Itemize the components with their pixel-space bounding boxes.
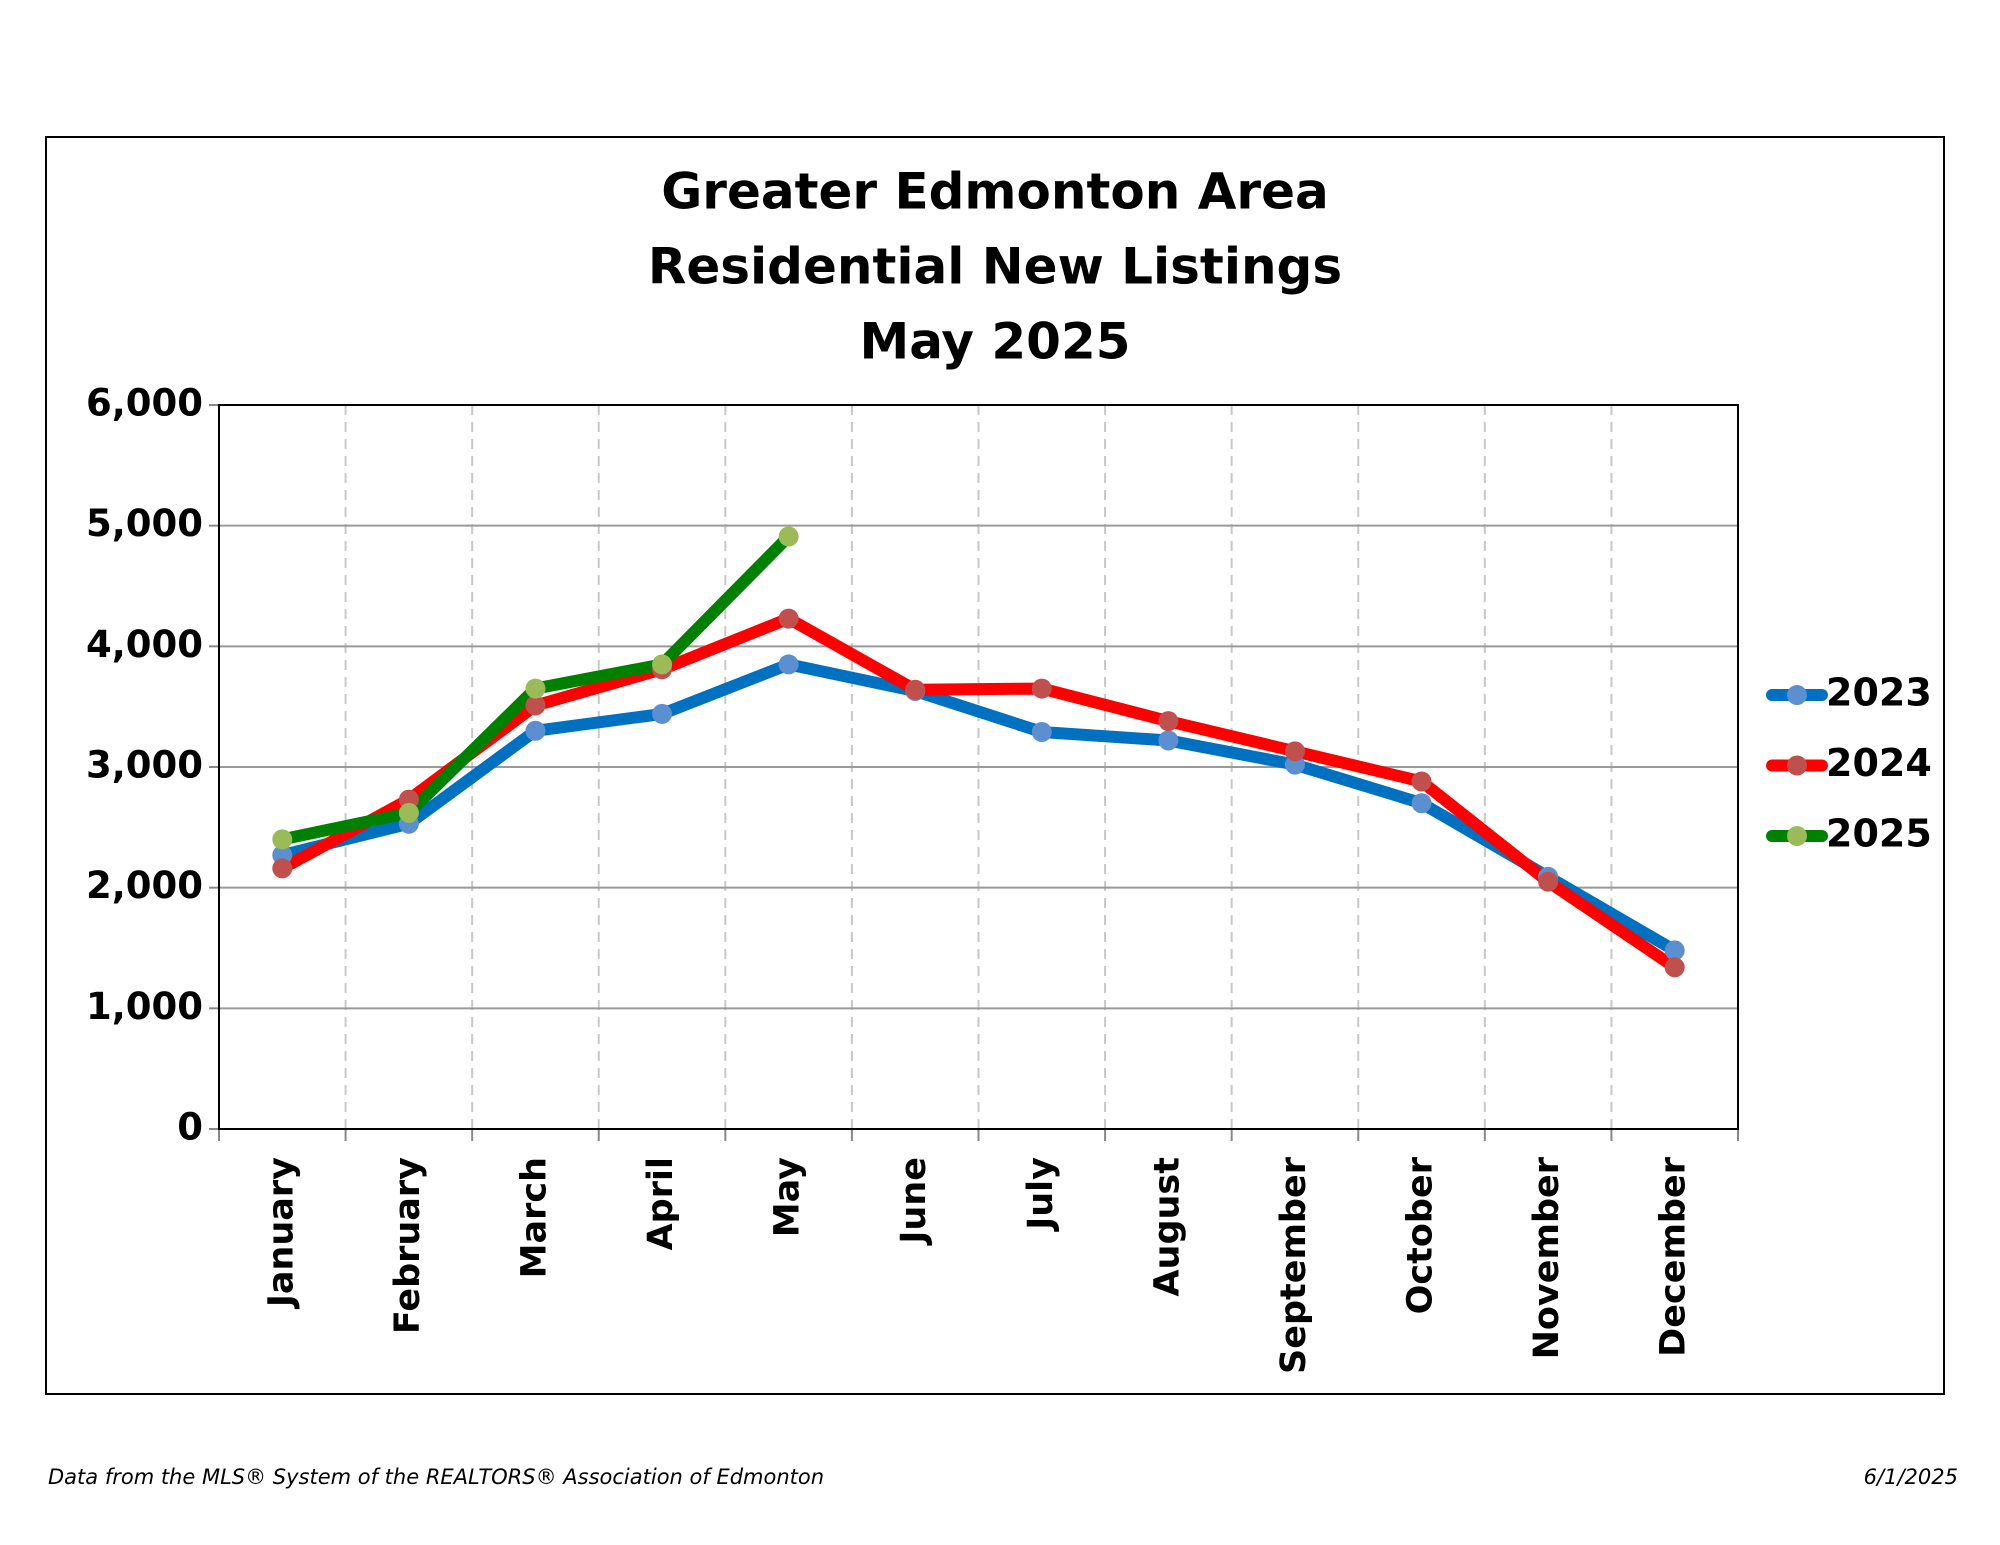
data-point bbox=[1411, 793, 1432, 814]
plot-border bbox=[218, 404, 1739, 1130]
data-point bbox=[525, 678, 546, 699]
y-tick-label: 4,000 bbox=[86, 623, 203, 666]
data-point bbox=[1158, 730, 1179, 751]
data-point bbox=[1031, 678, 1052, 699]
series-line bbox=[279, 612, 1679, 973]
series-line bbox=[280, 658, 1678, 956]
data-point bbox=[778, 526, 799, 547]
x-tick-label: October bbox=[1401, 1156, 1441, 1314]
x-tick-label: March bbox=[514, 1157, 554, 1278]
data-point bbox=[652, 703, 673, 724]
x-tick-label: September bbox=[1274, 1156, 1314, 1374]
data-point bbox=[778, 608, 799, 629]
chart-title: May 2025 bbox=[859, 313, 1130, 371]
chart-title: Residential New Listings bbox=[648, 238, 1342, 296]
legend-marker bbox=[1787, 685, 1807, 705]
legend-marker bbox=[1787, 755, 1807, 776]
data-point bbox=[1158, 711, 1179, 732]
legend-marker bbox=[1787, 826, 1807, 846]
source-note: Data from the MLS® System of the REALTOR… bbox=[48, 1465, 824, 1489]
data-point bbox=[1664, 957, 1685, 978]
data-point bbox=[1411, 771, 1432, 792]
legend-label: 2023 bbox=[1826, 671, 1932, 715]
x-tick-label: January bbox=[261, 1157, 301, 1309]
legend-label: 2025 bbox=[1826, 812, 1932, 856]
y-tick-label: 1,000 bbox=[86, 985, 203, 1028]
y-tick-label: 6,000 bbox=[86, 382, 203, 425]
x-tick-label: December bbox=[1654, 1156, 1694, 1357]
y-tick-label: 2,000 bbox=[86, 864, 203, 907]
date-note: 6/1/2025 bbox=[1864, 1465, 1958, 1489]
data-point bbox=[398, 802, 419, 823]
data-point bbox=[525, 720, 546, 741]
x-tick-label: November bbox=[1527, 1156, 1567, 1359]
chart-title: Greater Edmonton Area bbox=[661, 163, 1328, 221]
data-point bbox=[272, 829, 293, 850]
data-point bbox=[778, 654, 799, 675]
x-tick-label: April bbox=[641, 1157, 681, 1250]
data-point bbox=[272, 858, 293, 879]
data-point bbox=[1031, 722, 1052, 743]
data-point bbox=[1664, 940, 1685, 961]
legend-label: 2024 bbox=[1826, 741, 1932, 785]
x-tick-label: May bbox=[768, 1157, 808, 1237]
y-tick-label: 3,000 bbox=[86, 744, 203, 787]
y-tick-label: 5,000 bbox=[86, 502, 203, 545]
data-point bbox=[525, 695, 546, 716]
data-point bbox=[1284, 741, 1305, 762]
x-tick-label: August bbox=[1147, 1157, 1187, 1297]
data-point bbox=[652, 654, 673, 675]
x-tick-label: July bbox=[1021, 1157, 1061, 1232]
x-tick-label: February bbox=[388, 1157, 428, 1334]
data-point bbox=[905, 679, 926, 700]
data-point bbox=[1538, 871, 1559, 892]
y-tick-label: 0 bbox=[177, 1106, 203, 1149]
x-tick-label: June bbox=[894, 1157, 934, 1246]
